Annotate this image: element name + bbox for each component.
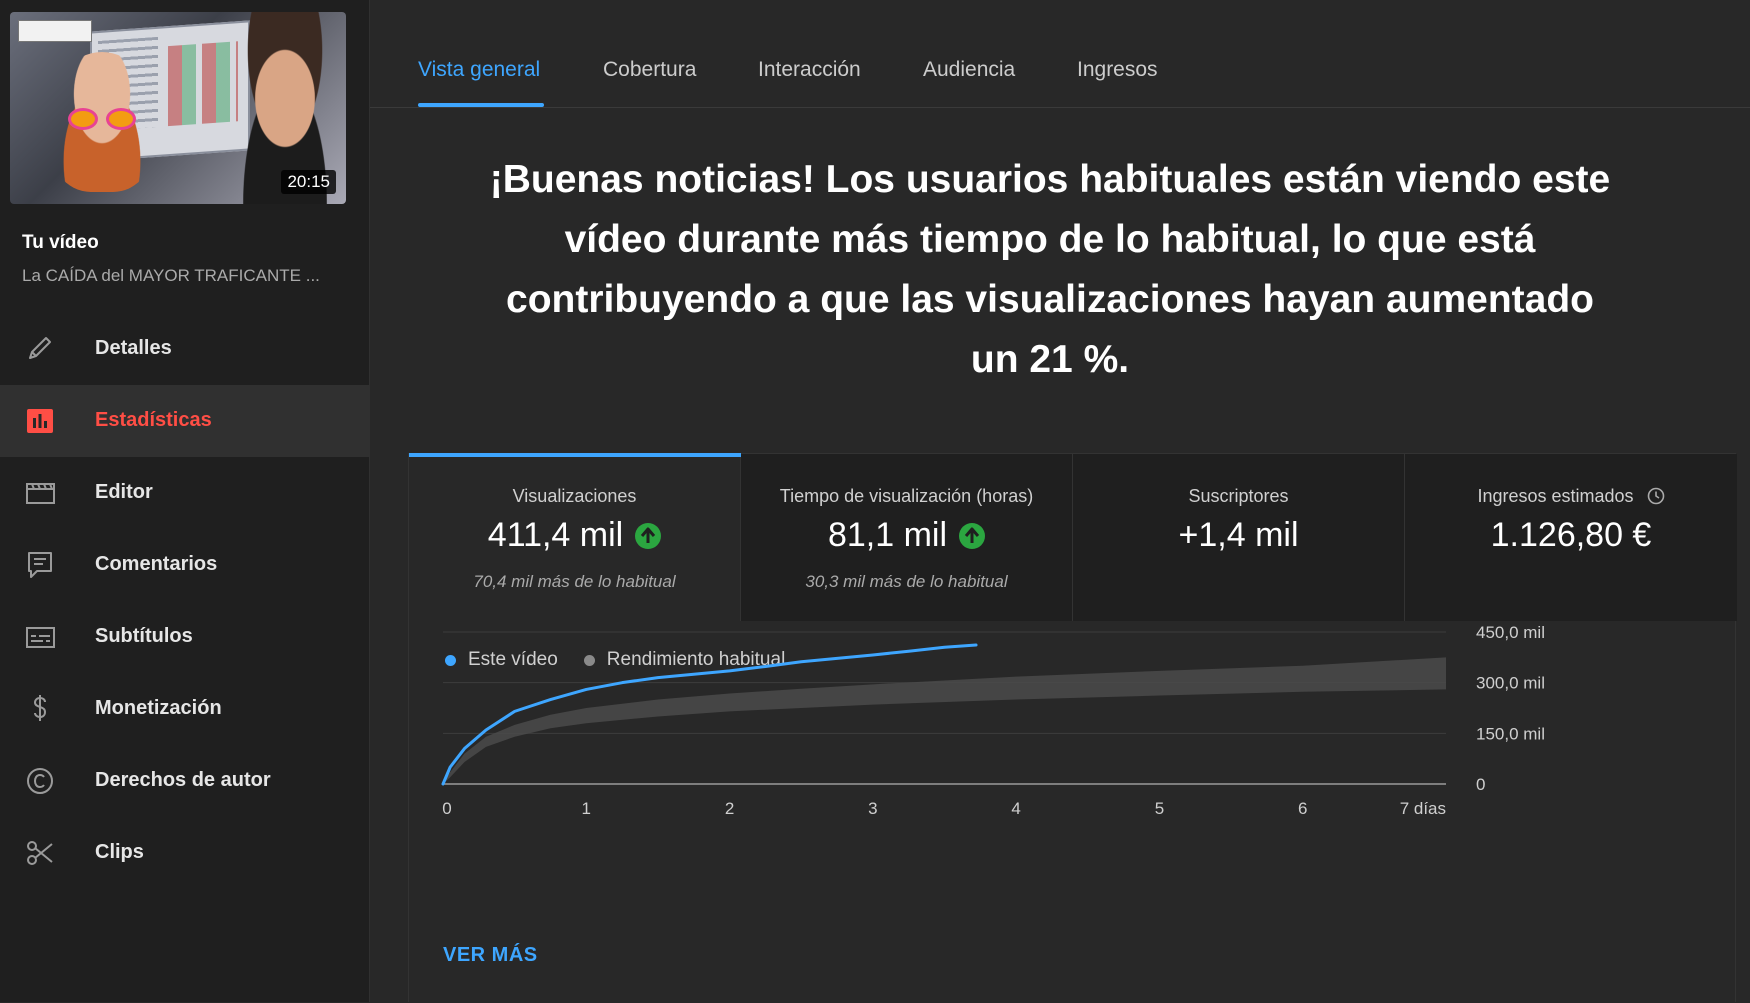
video-duration: 20:15 — [281, 170, 336, 194]
legend-label: Este vídeo — [468, 649, 558, 670]
x-tick-label: 4 — [1011, 799, 1020, 818]
scissors-icon — [27, 841, 53, 865]
metric-value: 411,4 mil — [487, 516, 624, 554]
metric-label: Tiempo de visualización (horas) — [779, 486, 1034, 506]
trend-up-icon — [959, 522, 986, 549]
tab-audiencia[interactable]: Audiencia — [923, 58, 1016, 81]
subtitles-icon — [26, 627, 55, 648]
sidebar-item-monetizacion[interactable]: Monetización — [0, 673, 369, 745]
metric-label: Visualizaciones — [512, 486, 637, 506]
sidebar-item-derechos-de-autor[interactable]: Derechos de autor — [0, 745, 369, 817]
sidebar-item-label: Monetización — [95, 697, 222, 719]
legend-item-this-video: Este vídeo — [445, 649, 558, 671]
x-tick-label: 7 días — [1400, 799, 1446, 818]
legend-dot-typical — [583, 654, 595, 666]
insight-headline: ¡Buenas noticias! Los usuarios habituale… — [489, 158, 1611, 381]
x-tick-label: 0 — [442, 799, 451, 818]
x-tick-label: 5 — [1155, 799, 1164, 818]
copyright-icon — [27, 768, 53, 794]
dollar-icon — [33, 695, 47, 721]
sidebar-item-clips[interactable]: Clips — [0, 817, 369, 889]
sidebar-item-label: Derechos de autor — [95, 769, 271, 791]
series-line-este-video — [441, 643, 978, 786]
ver-mas-link[interactable]: VER MÁS — [443, 944, 538, 966]
sidebar-item-label: Editor — [95, 481, 153, 503]
metric-value-row: 1.126,80 € — [1405, 516, 1737, 555]
metrics-card: Visualizaciones 411,4 mil 70,4 mil más d… — [408, 453, 1737, 1002]
metric-comparison: 70,4 mil más de lo habitual — [473, 572, 676, 591]
metric-value: +1,4 mil — [1178, 516, 1299, 554]
metric-visualizaciones[interactable]: Visualizaciones 411,4 mil 70,4 mil más d… — [409, 453, 741, 621]
sidebar-item-detalles[interactable]: Detalles — [0, 313, 369, 385]
metric-value-row: 81,1 mil — [741, 516, 1072, 555]
tab-interaccion[interactable]: Interacción — [758, 58, 861, 81]
metric-tiempo-visualizacion[interactable]: Tiempo de visualización (horas) 81,1 mil… — [741, 454, 1073, 621]
active-metric-indicator — [409, 453, 741, 457]
y-tick-label: 300,0 mil — [1476, 674, 1545, 693]
views-chart: 0 150,0 mil 300,0 mil 450,0 mil 0 1 2 3 4 5 6 7 día… — [441, 623, 1545, 818]
y-tick-label: 450,0 mil — [1476, 623, 1545, 642]
metric-value-row: 411,4 mil — [409, 516, 740, 555]
tab-cobertura[interactable]: Cobertura — [603, 58, 697, 81]
comment-icon — [28, 552, 52, 578]
sidebar-item-estadisticas[interactable]: Estadísticas — [0, 385, 369, 457]
tab-bar: Vista general Cobertura Interacción Audi… — [370, 0, 1750, 108]
y-tick-label: 0 — [1476, 775, 1485, 794]
sidebar-item-label: Estadísticas — [95, 409, 212, 431]
video-title[interactable]: La CAÍDA del MAYOR TRAFICANTE ... — [22, 266, 320, 285]
clock-icon — [1647, 487, 1664, 505]
x-tick-label: 2 — [725, 799, 734, 818]
tab-ingresos[interactable]: Ingresos — [1077, 58, 1158, 81]
chart-legend: Este vídeo Rendimiento habitual — [445, 649, 785, 671]
pencil-icon — [29, 337, 51, 359]
metric-ingresos-estimados[interactable]: Ingresos estimados 1.126,80 € — [1405, 454, 1737, 621]
thumbnail-person-left — [46, 52, 158, 192]
sidebar-item-label: Detalles — [95, 337, 172, 359]
metric-suscriptores[interactable]: Suscriptores +1,4 mil — [1073, 454, 1405, 621]
legend-dot-this-video — [445, 654, 456, 666]
metric-label: Ingresos estimados — [1477, 486, 1634, 506]
legend-item-typical: Rendimiento habitual — [583, 649, 786, 671]
metric-value: 1.126,80 € — [1490, 516, 1652, 554]
legend-label: Rendimiento habitual — [606, 649, 786, 670]
x-tick-label: 1 — [582, 799, 591, 818]
clapperboard-icon — [26, 483, 55, 504]
metric-label-row: Ingresos estimados — [1405, 486, 1737, 507]
metric-label: Suscriptores — [1188, 486, 1289, 506]
sidebar-item-editor[interactable]: Editor — [0, 457, 369, 529]
sidebar-item-comentarios[interactable]: Comentarios — [0, 529, 369, 601]
sidebar-nav: Detalles Estadísticas Editor Comentari — [0, 313, 369, 889]
active-tab-indicator — [418, 103, 544, 107]
video-thumbnail[interactable]: 20:15 — [10, 12, 346, 204]
thumbnail-glasses-graphic — [68, 108, 138, 130]
sidebar: 20:15 Tu vídeo La CAÍDA del MAYOR TRAFIC… — [0, 0, 370, 1002]
sidebar-item-label: Clips — [95, 841, 144, 863]
typical-performance-band — [443, 657, 1446, 784]
bar-chart-icon — [27, 409, 53, 433]
sidebar-item-label: Comentarios — [95, 553, 218, 575]
your-video-label: Tu vídeo — [22, 232, 99, 253]
metric-value: 81,1 mil — [827, 516, 948, 554]
metric-value-row: +1,4 mil — [1073, 516, 1404, 555]
main-content: Vista general Cobertura Interacción Audi… — [370, 0, 1750, 1002]
thumbnail-tag-graphic — [18, 20, 92, 42]
sidebar-item-subtitulos[interactable]: Subtítulos — [0, 601, 369, 673]
metric-comparison: 30,3 mil más de lo habitual — [805, 572, 1008, 591]
trend-up-icon — [635, 522, 662, 549]
tab-vista-general[interactable]: Vista general — [418, 58, 541, 81]
sidebar-item-label: Subtítulos — [95, 625, 193, 647]
x-tick-label: 3 — [868, 799, 877, 818]
x-tick-label: 6 — [1298, 799, 1307, 818]
y-tick-label: 150,0 mil — [1476, 724, 1545, 743]
